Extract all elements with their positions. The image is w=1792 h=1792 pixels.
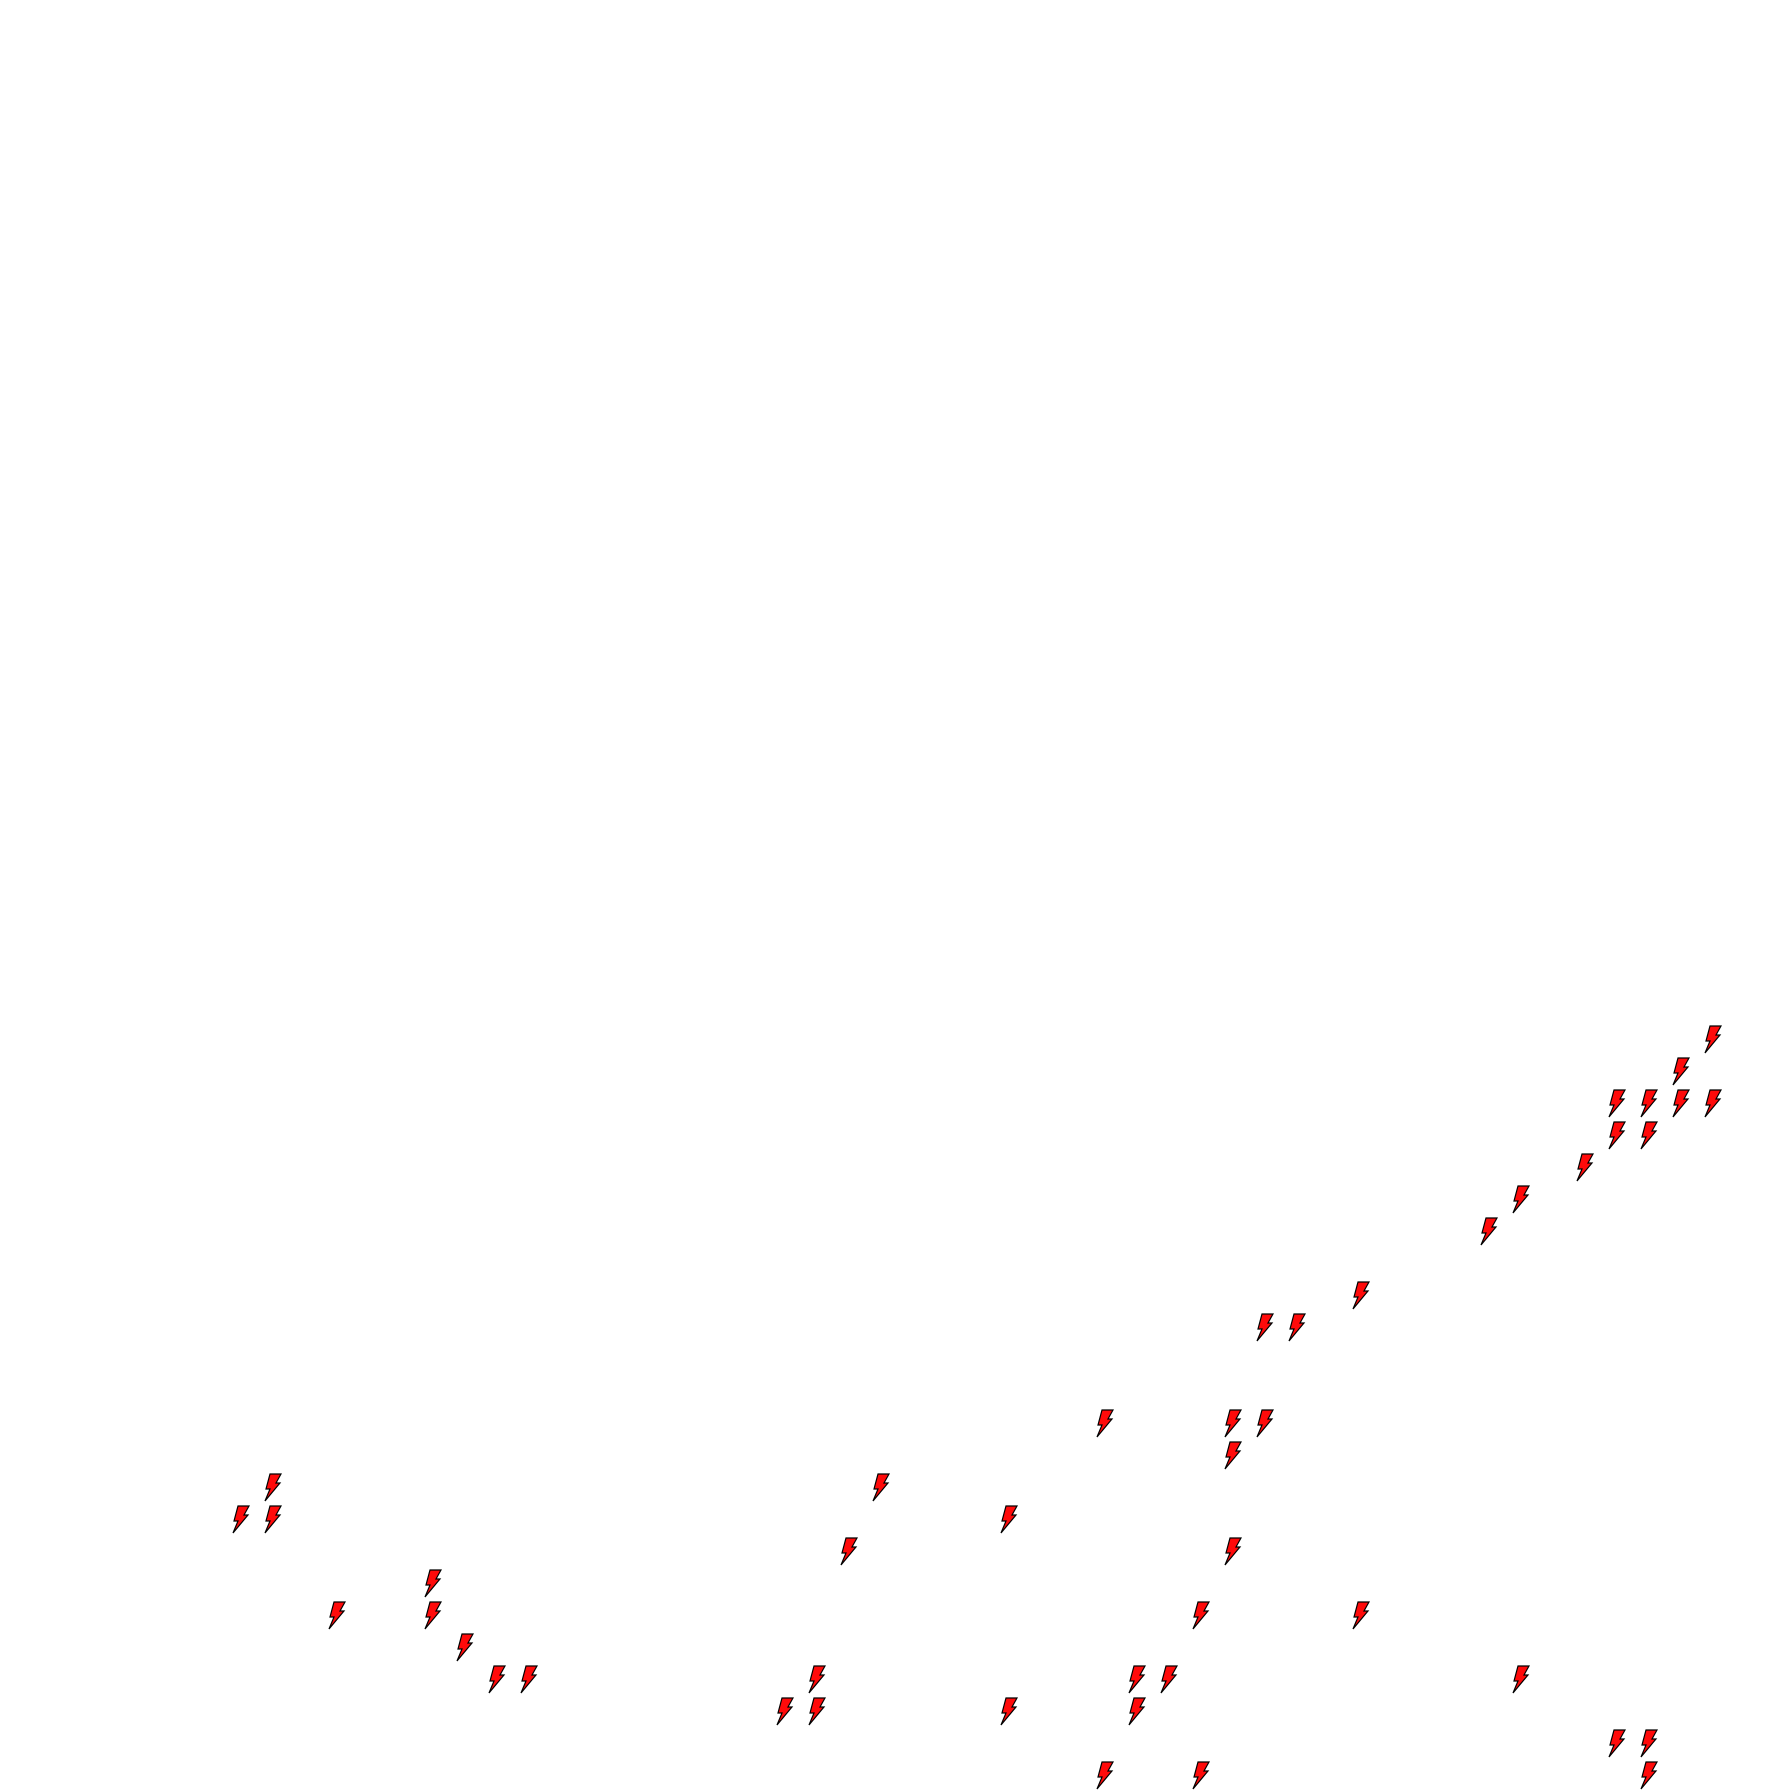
lightning-bolt-icon: [840, 1537, 858, 1566]
lightning-bolt-icon: [328, 1601, 346, 1630]
lightning-bolt-icon: [1224, 1409, 1242, 1438]
lightning-bolt-icon: [1000, 1697, 1018, 1726]
lightning-bolt-icon: [520, 1665, 538, 1694]
lightning-bolt-icon: [1192, 1601, 1210, 1630]
lightning-bolt-icon: [872, 1473, 890, 1502]
lightning-bolt-icon: [1256, 1313, 1274, 1342]
lightning-bolt-icon: [1576, 1153, 1594, 1182]
lightning-bolt-icon: [1480, 1217, 1498, 1246]
lightning-bolt-icon: [1704, 1089, 1722, 1118]
lightning-bolt-icon: [1128, 1697, 1146, 1726]
lightning-bolt-icon: [1608, 1121, 1626, 1150]
lightning-bolt-icon: [456, 1633, 474, 1662]
lightning-bolt-icon: [1224, 1537, 1242, 1566]
lightning-bolt-icon: [1672, 1089, 1690, 1118]
lightning-bolt-icon: [1608, 1089, 1626, 1118]
lightning-bolt-icon: [488, 1665, 506, 1694]
lightning-bolt-icon: [1096, 1761, 1114, 1790]
lightning-bolt-icon: [264, 1505, 282, 1534]
lightning-bolt-icon: [424, 1569, 442, 1598]
lightning-bolt-icon: [1192, 1761, 1210, 1790]
lightning-bolt-icon: [1352, 1281, 1370, 1310]
lightning-bolt-icon: [1000, 1505, 1018, 1534]
lightning-bolt-icon: [1640, 1761, 1658, 1790]
lightning-bolt-icon: [1352, 1601, 1370, 1630]
lightning-bolt-icon: [1288, 1313, 1306, 1342]
lightning-bolt-icon: [1224, 1441, 1242, 1470]
lightning-bolt-icon: [232, 1505, 250, 1534]
lightning-bolt-icon: [808, 1665, 826, 1694]
lightning-bolt-icon: [1512, 1665, 1530, 1694]
lightning-bolt-icon: [1256, 1409, 1274, 1438]
lightning-bolt-icon: [264, 1473, 282, 1502]
lightning-bolt-icon: [1640, 1089, 1658, 1118]
lightning-bolt-icon: [1640, 1121, 1658, 1150]
lightning-bolt-icon: [424, 1601, 442, 1630]
lightning-bolt-icon: [1160, 1665, 1178, 1694]
lightning-bolt-icon: [1512, 1185, 1530, 1214]
lightning-bolt-icon: [1128, 1665, 1146, 1694]
lightning-bolt-icon: [1704, 1025, 1722, 1054]
lightning-bolt-icon: [808, 1697, 826, 1726]
lightning-bolt-icon: [1608, 1729, 1626, 1758]
lightning-bolt-icon: [776, 1697, 794, 1726]
lightning-bolt-icon: [1640, 1729, 1658, 1758]
lightning-bolt-icon: [1096, 1409, 1114, 1438]
lightning-bolt-icon: [1672, 1057, 1690, 1086]
